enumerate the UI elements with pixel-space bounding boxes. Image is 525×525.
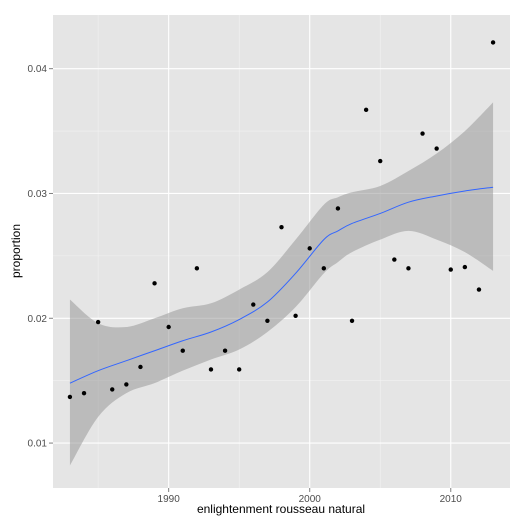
data-point bbox=[110, 387, 115, 392]
data-point bbox=[448, 267, 453, 272]
data-point bbox=[279, 224, 284, 230]
data-point bbox=[152, 281, 157, 286]
data-point bbox=[180, 348, 185, 353]
data-point bbox=[406, 266, 411, 271]
x-tick-label: 2000 bbox=[299, 494, 322, 505]
data-point bbox=[335, 206, 341, 211]
x-axis: 1990 2000 2010 bbox=[158, 488, 463, 505]
data-point bbox=[293, 313, 298, 318]
data-point bbox=[194, 266, 200, 271]
y-tick-label: 0.03 bbox=[28, 189, 48, 200]
x-axis-title: enlightenment rousseau natural bbox=[197, 502, 365, 516]
y-tick-label: 0.01 bbox=[28, 439, 48, 450]
data-point bbox=[490, 40, 496, 45]
data-point bbox=[236, 367, 242, 372]
data-point bbox=[349, 318, 355, 323]
data-point bbox=[363, 107, 369, 113]
data-point bbox=[420, 131, 425, 136]
smooth-trend-line bbox=[69, 186, 494, 384]
gridlines bbox=[53, 15, 510, 488]
data-point bbox=[81, 390, 87, 396]
x-tick-label: 2010 bbox=[440, 494, 463, 505]
data-point bbox=[138, 364, 143, 370]
data-point bbox=[222, 348, 228, 353]
data-point bbox=[434, 146, 439, 151]
data-point bbox=[321, 266, 327, 271]
data-point bbox=[251, 302, 256, 307]
confidence-band bbox=[69, 102, 494, 466]
y-tick-label: 0.04 bbox=[28, 64, 48, 75]
data-point bbox=[265, 318, 270, 323]
data-points bbox=[67, 40, 496, 400]
y-tick-label: 0.02 bbox=[28, 314, 48, 325]
data-point bbox=[166, 324, 171, 330]
y-axis-title: proportion bbox=[9, 224, 23, 278]
x-tick-label: 1990 bbox=[158, 494, 181, 505]
data-point bbox=[378, 158, 383, 164]
y-axis: 0.01 0.02 0.03 0.04 bbox=[28, 64, 53, 450]
plot-panel bbox=[53, 15, 510, 488]
data-point bbox=[476, 287, 482, 292]
data-point bbox=[208, 367, 214, 372]
data-point bbox=[307, 246, 312, 251]
data-point bbox=[67, 394, 73, 400]
data-point bbox=[95, 319, 101, 325]
data-point bbox=[124, 382, 129, 387]
data-point bbox=[462, 264, 468, 270]
data-point bbox=[392, 257, 397, 262]
